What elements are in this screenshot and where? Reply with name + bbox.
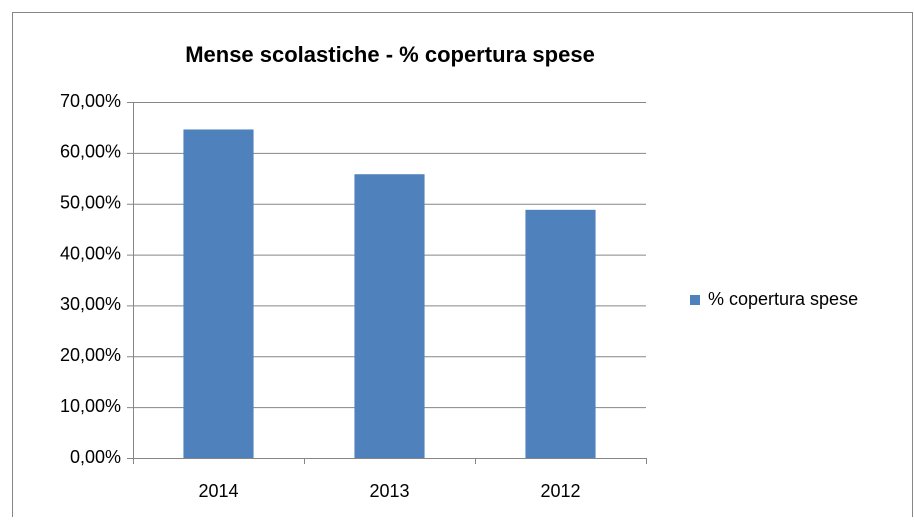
y-tick-label: 10,00% xyxy=(60,396,121,416)
y-tick-label: 20,00% xyxy=(60,345,121,365)
y-tick-label: 60,00% xyxy=(60,142,121,162)
chart-title: Mense scolastiche - % copertura spese xyxy=(185,42,595,67)
bar xyxy=(183,129,254,458)
bar xyxy=(525,209,596,458)
legend-swatch xyxy=(690,295,700,305)
chart-border xyxy=(12,12,913,522)
x-tick-label: 2013 xyxy=(369,481,409,501)
y-tick-label: 70,00% xyxy=(60,91,121,111)
y-tick-label: 40,00% xyxy=(60,243,121,263)
x-tick-label: 2014 xyxy=(198,481,238,501)
y-tick-label: 30,00% xyxy=(60,294,121,314)
y-tick-label: 0,00% xyxy=(70,447,121,467)
y-tick-label: 50,00% xyxy=(60,192,121,212)
bar xyxy=(354,174,425,458)
legend-label: % copertura spese xyxy=(708,289,858,309)
x-tick-label: 2012 xyxy=(540,481,580,501)
